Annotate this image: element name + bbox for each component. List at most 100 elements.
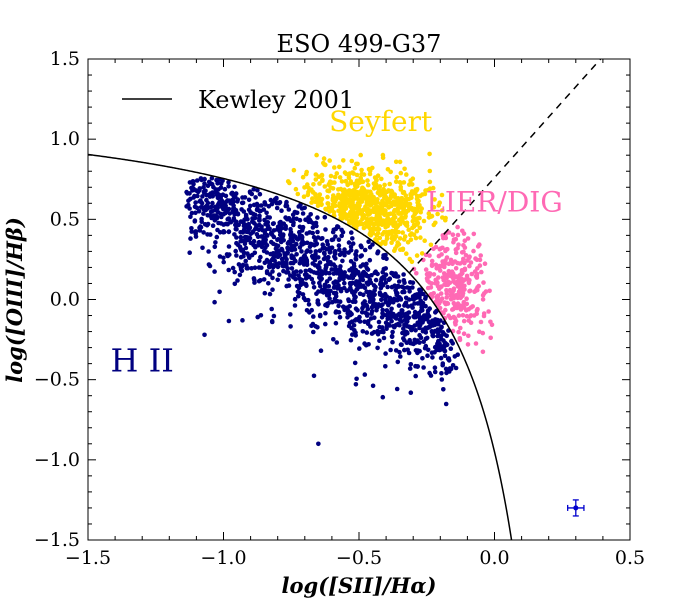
data-point: [339, 179, 345, 184]
data-point: [456, 329, 461, 335]
data-point: [431, 330, 437, 335]
data-point: [469, 271, 475, 277]
data-point: [413, 373, 419, 379]
data-point: [371, 301, 376, 306]
data-point: [445, 356, 451, 362]
data-point: [361, 269, 367, 275]
data-point: [406, 297, 412, 302]
data-point: [243, 245, 249, 251]
data-point: [457, 261, 463, 266]
data-point: [391, 212, 397, 218]
data-point: [323, 206, 328, 212]
data-point: [415, 301, 421, 306]
data-point: [371, 209, 376, 214]
data-point: [384, 256, 389, 262]
data-point: [319, 287, 325, 293]
data-point: [361, 213, 367, 218]
data-point: [462, 238, 468, 243]
region-label-lier-dig: LIER/DIG: [426, 185, 563, 218]
data-point: [345, 305, 350, 310]
data-point: [373, 182, 379, 187]
data-point: [389, 217, 395, 222]
data-point: [279, 256, 285, 262]
data-point: [423, 330, 429, 335]
data-point: [383, 351, 388, 356]
data-point: [473, 256, 478, 261]
data-point: [233, 191, 239, 196]
data-point: [243, 258, 248, 264]
data-point: [451, 295, 457, 301]
data-point: [288, 324, 293, 329]
data-point: [460, 313, 466, 318]
data-point: [209, 209, 215, 214]
data-point: [456, 313, 462, 318]
data-point: [322, 284, 328, 290]
data-point: [477, 329, 482, 335]
data-point: [373, 277, 379, 283]
data-point: [342, 247, 347, 252]
data-point: [206, 262, 212, 267]
data-point: [452, 275, 458, 280]
data-point: [395, 359, 401, 365]
data-point: [360, 274, 365, 280]
data-point: [262, 231, 268, 236]
data-point: [340, 213, 345, 218]
data-point: [242, 241, 248, 247]
data-point: [396, 303, 402, 308]
data-point: [280, 263, 285, 269]
data-point: [402, 289, 407, 295]
data-point: [286, 207, 292, 212]
data-point: [365, 182, 371, 188]
data-point: [214, 177, 219, 183]
data-point: [439, 371, 444, 376]
data-point: [349, 206, 355, 211]
data-point: [188, 214, 193, 220]
data-point: [303, 297, 308, 303]
data-point: [450, 341, 456, 346]
data-point: [430, 333, 436, 339]
data-point: [310, 255, 316, 260]
legend-label-kewley: Kewley 2001: [198, 86, 354, 114]
data-point: [269, 319, 275, 325]
data-point: [255, 243, 261, 248]
data-point: [214, 234, 220, 240]
data-point: [465, 236, 471, 241]
data-point: [461, 331, 467, 337]
data-point: [226, 184, 231, 189]
data-point: [292, 296, 298, 302]
error-bar-point: [573, 505, 579, 511]
seyfert-lier-dashed-line: [408, 59, 602, 274]
data-point: [381, 335, 387, 341]
data-point: [210, 200, 215, 206]
data-point: [298, 269, 304, 274]
data-point: [335, 224, 340, 229]
data-point: [311, 221, 316, 226]
data-point: [352, 192, 358, 198]
data-point: [340, 230, 346, 235]
data-point: [349, 311, 354, 317]
data-point: [380, 152, 386, 158]
data-point: [440, 361, 446, 366]
data-point: [345, 315, 350, 320]
data-point: [305, 182, 310, 187]
data-point: [335, 280, 340, 285]
data-point: [367, 244, 373, 250]
data-point: [358, 243, 364, 248]
data-point: [350, 290, 355, 295]
data-point: [461, 256, 466, 262]
data-point: [330, 237, 336, 242]
data-point: [439, 377, 445, 382]
data-point: [227, 211, 233, 216]
data-point: [360, 193, 366, 198]
data-point: [457, 277, 462, 283]
data-point: [360, 306, 365, 311]
data-point: [345, 182, 351, 188]
data-point: [327, 250, 333, 255]
data-point: [411, 314, 416, 319]
data-point: [410, 305, 415, 310]
data-point: [313, 238, 318, 243]
data-point: [355, 211, 360, 217]
data-point: [393, 246, 398, 251]
data-point: [329, 267, 335, 272]
data-point: [217, 230, 223, 235]
